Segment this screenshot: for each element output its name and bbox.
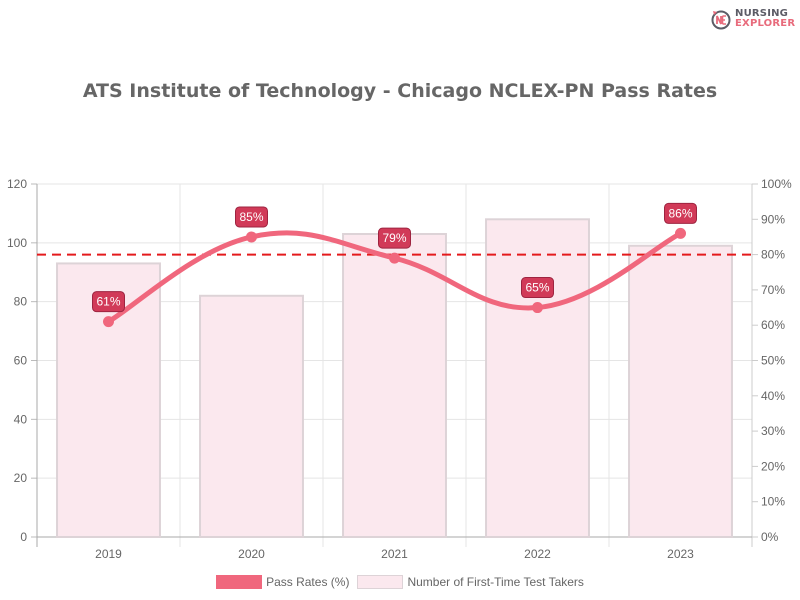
bar-test-takers [628, 244, 733, 538]
data-label-text: 61% [96, 295, 120, 309]
chart-title: ATS Institute of Technology - Chicago NC… [82, 80, 718, 102]
pass-rate-point [246, 231, 257, 243]
ne-monogram-icon [711, 10, 731, 30]
data-label-text: 79% [382, 231, 406, 245]
data-label-text: 86% [668, 206, 692, 220]
y-left-tick-label: 120 [7, 177, 27, 191]
y-right-tick-label: 50% [761, 354, 785, 368]
pass-rate-point [532, 302, 543, 314]
legend-swatch-line [216, 575, 263, 589]
y-right-tick-label: 0% [761, 530, 779, 544]
y-left-tick-label: 80 [14, 295, 28, 309]
y-right-tick-label: 40% [761, 389, 785, 403]
data-label-badge [92, 291, 125, 313]
y-right-tick-label: 10% [761, 495, 785, 509]
pass-rate-point [675, 227, 686, 239]
x-tick-label: 2020 [238, 547, 265, 561]
legend-item-pass-rates[interactable]: Pass Rates (%) [216, 575, 349, 589]
brand-line2: EXPLORER [735, 18, 796, 29]
brand-logo[interactable]: NURSING EXPLORER [710, 8, 795, 30]
data-label-badge [664, 202, 697, 224]
y-right-tick-label: 30% [761, 424, 785, 438]
y-left-tick-label: 60 [14, 354, 28, 368]
bar-test-takers [485, 218, 590, 539]
legend-label: Pass Rates (%) [266, 575, 350, 589]
chart-legend: Pass Rates (%) Number of First-Time Test… [0, 575, 800, 589]
y-right-tick-label: 60% [761, 318, 785, 332]
y-right-tick-label: 70% [761, 283, 785, 297]
y-left-tick-label: 100 [7, 236, 27, 250]
pass-rate-point [389, 252, 400, 264]
y-left-tick-label: 20 [14, 471, 28, 485]
bar-test-takers [342, 233, 447, 538]
x-tick-label: 2022 [524, 547, 551, 561]
legend-item-test-takers[interactable]: Number of First-Time Test Takers [357, 575, 584, 589]
y-right-tick-label: 100% [761, 177, 792, 191]
y-left-tick-label: 0 [20, 530, 27, 544]
data-label-badge [235, 206, 268, 228]
data-label-badge [378, 227, 411, 249]
legend-swatch-bar [357, 575, 404, 589]
x-tick-label: 2021 [381, 547, 408, 561]
pass-rate-point [103, 316, 114, 328]
y-right-tick-label: 90% [761, 212, 785, 226]
y-right-tick-label: 80% [761, 248, 785, 262]
y-right-tick-label: 20% [761, 459, 785, 473]
data-label-text: 85% [239, 210, 263, 224]
bar-test-takers [199, 294, 304, 538]
x-tick-label: 2023 [667, 547, 694, 561]
x-tick-label: 2019 [95, 547, 122, 561]
data-label-text: 65% [525, 281, 549, 295]
legend-label: Number of First-Time Test Takers [407, 575, 584, 589]
y-left-tick-label: 40 [14, 412, 28, 426]
data-label-badge [521, 277, 554, 299]
brand-line1: NURSING [735, 8, 789, 19]
